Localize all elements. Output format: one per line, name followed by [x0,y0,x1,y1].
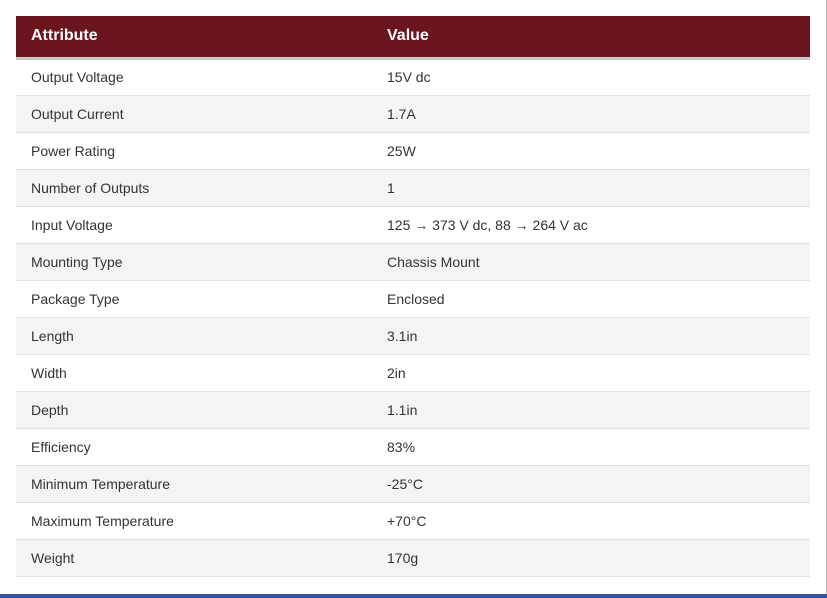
value-cell: -25°C [372,465,810,503]
attribute-cell: Efficiency [16,428,372,466]
value-cell: 3.1in [372,317,810,355]
attribute-cell: Mounting Type [16,243,372,281]
value-cell: 1 [372,169,810,207]
table-row: Depth 1.1in [16,391,810,429]
table-row: Input Voltage 125 → 373 V dc, 88 → 264 V… [16,206,810,244]
attribute-cell: Length [16,317,372,355]
table-row: Width 2in [16,354,810,392]
attribute-cell: Output Current [16,95,372,133]
attribute-cell: Maximum Temperature [16,502,372,540]
value-cell: 25W [372,132,810,170]
table-row: Mounting Type Chassis Mount [16,243,810,281]
value-cell: 170g [372,539,810,577]
value-cell: 83% [372,428,810,466]
table-row: Minimum Temperature -25°C [16,465,810,503]
table-row: Power Rating 25W [16,132,810,170]
value-cell: +70°C [372,502,810,540]
attribute-cell: Weight [16,539,372,577]
attribute-cell: Number of Outputs [16,169,372,207]
attribute-cell: Package Type [16,280,372,318]
value-cell: 1.1in [372,391,810,429]
column-header-value: Value [372,16,810,60]
table-row: Package Type Enclosed [16,280,810,318]
value-cell: 2in [372,354,810,392]
table-row: Weight 170g [16,539,810,577]
bottom-accent-bar [0,594,827,598]
attribute-cell: Power Rating [16,132,372,170]
table-row: Number of Outputs 1 [16,169,810,207]
attribute-cell: Width [16,354,372,392]
value-cell: 125 → 373 V dc, 88 → 264 V ac [372,206,810,244]
attribute-cell: Minimum Temperature [16,465,372,503]
table-header-row: Attribute Value [16,16,810,60]
attribute-cell: Depth [16,391,372,429]
table-row: Efficiency 83% [16,428,810,466]
attribute-cell: Output Voltage [16,58,372,96]
value-cell: 1.7A [372,95,810,133]
attribute-cell: Input Voltage [16,206,372,244]
specifications-table: Attribute Value Output Voltage 15V dc Ou… [16,16,810,577]
table-row: Length 3.1in [16,317,810,355]
table-row: Output Voltage 15V dc [16,58,810,96]
column-header-attribute: Attribute [16,16,372,60]
value-cell: 15V dc [372,58,810,96]
table-row: Maximum Temperature +70°C [16,502,810,540]
value-cell: Enclosed [372,280,810,318]
value-cell: Chassis Mount [372,243,810,281]
table-row: Output Current 1.7A [16,95,810,133]
